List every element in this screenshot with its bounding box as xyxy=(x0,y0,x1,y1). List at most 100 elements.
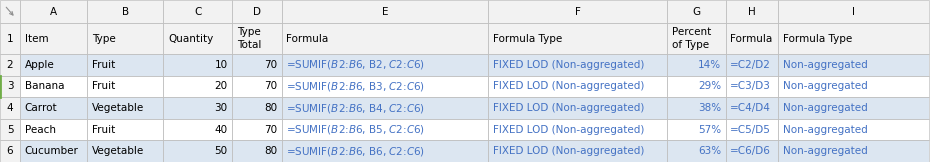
Bar xyxy=(88,97,163,119)
Text: 14%: 14% xyxy=(698,60,721,70)
Bar xyxy=(777,54,928,76)
Bar xyxy=(20,97,88,119)
Bar xyxy=(777,119,928,140)
Text: 38%: 38% xyxy=(698,103,721,113)
Bar xyxy=(233,140,281,162)
Text: Formula: Formula xyxy=(286,34,329,44)
Bar xyxy=(88,0,163,23)
Bar xyxy=(233,54,281,76)
Bar xyxy=(725,140,777,162)
Text: 4: 4 xyxy=(7,103,13,113)
Bar xyxy=(281,140,488,162)
Text: 29%: 29% xyxy=(698,81,721,91)
Text: 30: 30 xyxy=(214,103,227,113)
Text: Type
Total: Type Total xyxy=(236,27,262,50)
Bar xyxy=(88,76,163,97)
Bar xyxy=(0,54,20,76)
Bar xyxy=(777,54,928,76)
Bar xyxy=(164,23,233,54)
Text: A: A xyxy=(50,7,57,17)
Bar xyxy=(88,23,163,54)
Text: =C2/D2: =C2/D2 xyxy=(730,60,771,70)
Bar xyxy=(164,0,233,23)
Bar xyxy=(233,76,281,97)
Text: Fruit: Fruit xyxy=(91,60,115,70)
Bar xyxy=(233,140,281,162)
Bar xyxy=(777,23,928,54)
Bar xyxy=(488,76,667,97)
Text: FIXED LOD (Non-aggregated): FIXED LOD (Non-aggregated) xyxy=(493,146,644,156)
Bar xyxy=(88,140,163,162)
Bar xyxy=(233,76,281,97)
Text: C: C xyxy=(195,7,201,17)
Text: Peach: Peach xyxy=(24,125,56,135)
Bar xyxy=(88,119,163,140)
Bar xyxy=(0,140,20,162)
Text: 57%: 57% xyxy=(698,125,721,135)
Bar xyxy=(667,97,725,119)
Bar xyxy=(777,0,928,23)
Bar xyxy=(725,76,777,97)
Bar xyxy=(667,0,725,23)
Bar xyxy=(164,0,233,23)
Bar xyxy=(725,54,777,76)
Bar xyxy=(88,54,163,76)
Text: FIXED LOD (Non-aggregated): FIXED LOD (Non-aggregated) xyxy=(493,125,644,135)
Bar xyxy=(667,76,725,97)
Text: =SUMIF($B$2:$B$6, B6, $C$2:$C$6): =SUMIF($B$2:$B$6, B6, $C$2:$C$6) xyxy=(286,145,425,158)
Bar xyxy=(164,97,233,119)
Bar xyxy=(233,23,281,54)
Bar xyxy=(88,119,163,140)
Bar xyxy=(281,119,488,140)
Text: E: E xyxy=(382,7,388,17)
Text: 10: 10 xyxy=(214,60,227,70)
Bar xyxy=(233,23,281,54)
Text: 80: 80 xyxy=(263,146,277,156)
Bar xyxy=(777,76,928,97)
Bar xyxy=(20,23,88,54)
Text: Vegetable: Vegetable xyxy=(91,146,144,156)
Text: FIXED LOD (Non-aggregated): FIXED LOD (Non-aggregated) xyxy=(493,103,644,113)
Bar xyxy=(88,54,163,76)
Bar xyxy=(281,23,488,54)
Text: 80: 80 xyxy=(263,103,277,113)
Bar xyxy=(667,97,725,119)
Text: Percent
of Type: Percent of Type xyxy=(671,27,711,50)
Bar xyxy=(281,54,488,76)
Text: Fruit: Fruit xyxy=(91,125,115,135)
Bar xyxy=(88,76,163,97)
Bar xyxy=(281,23,488,54)
Text: 5: 5 xyxy=(7,125,13,135)
Bar xyxy=(0,119,20,140)
Bar xyxy=(667,76,725,97)
Bar xyxy=(488,23,667,54)
Bar xyxy=(88,23,163,54)
Bar xyxy=(164,119,233,140)
Text: Formula: Formula xyxy=(730,34,773,44)
Text: F: F xyxy=(574,7,581,17)
Text: =SUMIF($B$2:$B$6, B2, $C$2:$C$6): =SUMIF($B$2:$B$6, B2, $C$2:$C$6) xyxy=(286,58,425,71)
Bar xyxy=(233,0,281,23)
Bar xyxy=(20,0,88,23)
Bar xyxy=(667,23,725,54)
Text: 70: 70 xyxy=(263,81,277,91)
Bar xyxy=(725,0,777,23)
Text: Fruit: Fruit xyxy=(91,81,115,91)
Bar xyxy=(233,97,281,119)
Text: Non-aggregated: Non-aggregated xyxy=(782,81,868,91)
Bar xyxy=(0,0,20,23)
Text: Non-aggregated: Non-aggregated xyxy=(782,125,868,135)
Bar xyxy=(164,23,233,54)
Text: B: B xyxy=(122,7,128,17)
Text: 6: 6 xyxy=(7,146,13,156)
Text: =SUMIF($B$2:$B$6, B5, $C$2:$C$6): =SUMIF($B$2:$B$6, B5, $C$2:$C$6) xyxy=(286,123,425,136)
Bar xyxy=(667,140,725,162)
Bar xyxy=(667,23,725,54)
Bar xyxy=(0,76,20,97)
Bar xyxy=(164,97,233,119)
Bar xyxy=(281,76,488,97)
Bar xyxy=(20,97,88,119)
Bar xyxy=(488,0,667,23)
Bar xyxy=(488,76,667,97)
Bar xyxy=(164,119,233,140)
